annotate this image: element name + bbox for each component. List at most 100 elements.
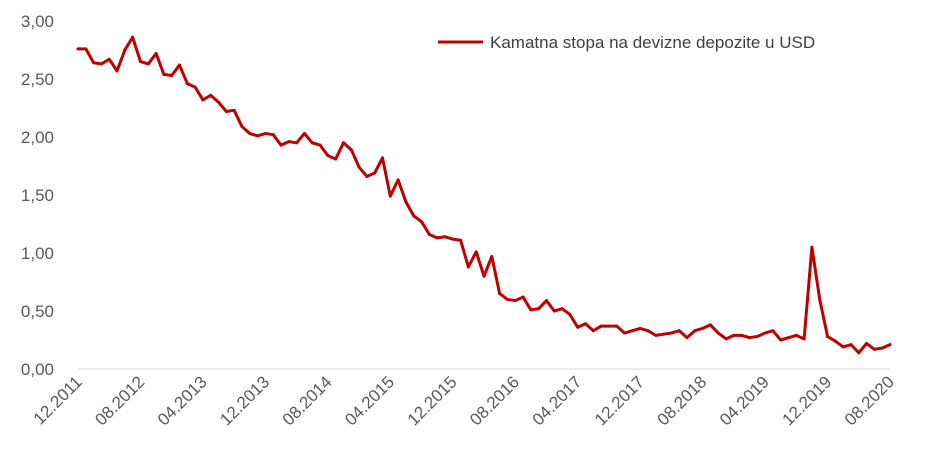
data-point — [505, 297, 509, 301]
x-tick-label: 08.2014 — [279, 372, 336, 429]
data-point — [490, 254, 494, 258]
data-point — [763, 331, 767, 335]
data-point — [326, 154, 330, 158]
data-point — [865, 341, 869, 345]
data-point — [513, 299, 517, 303]
data-point — [841, 345, 845, 349]
data-point — [701, 326, 705, 330]
data-point — [654, 333, 658, 337]
x-tick-label: 04.2013 — [154, 372, 211, 429]
data-point — [888, 343, 892, 347]
data-point — [217, 100, 221, 104]
data-point — [388, 194, 392, 198]
data-point — [131, 35, 135, 39]
x-tick-label: 08.2012 — [91, 372, 148, 429]
x-tick-label: 12.2017 — [591, 372, 648, 429]
data-point — [435, 236, 439, 240]
x-tick-label: 12.2011 — [30, 372, 86, 428]
data-point — [537, 307, 541, 311]
data-point — [560, 307, 564, 311]
data-point — [146, 62, 150, 66]
data-point — [498, 292, 502, 296]
y-tick-label: 1,00 — [21, 244, 54, 263]
data-point — [341, 141, 345, 145]
data-point — [84, 47, 88, 51]
data-point — [787, 336, 790, 340]
data-point — [552, 309, 556, 313]
data-point — [576, 325, 580, 329]
x-tick-label: 04.2019 — [716, 372, 773, 429]
data-point — [802, 337, 806, 341]
data-point — [466, 265, 470, 269]
data-point — [248, 132, 252, 136]
data-point — [256, 134, 260, 138]
data-point — [818, 297, 822, 301]
data-point — [279, 143, 283, 147]
data-point — [794, 333, 798, 337]
x-tick-label: 04.2015 — [341, 372, 398, 429]
data-point — [747, 336, 751, 340]
y-axis: 0,00 0,50 1,00 1,50 2,00 2,50 3,00 — [21, 12, 54, 379]
data-point — [201, 98, 205, 102]
legend: Kamatna stopa na devizne depozite u USD — [438, 33, 815, 52]
data-point — [568, 312, 572, 316]
data-point — [599, 324, 603, 328]
data-point — [544, 299, 548, 303]
data-point — [880, 346, 884, 350]
x-tick-label: 08.2020 — [841, 372, 898, 429]
data-point — [482, 274, 486, 278]
data-point — [310, 141, 314, 145]
data-point — [287, 140, 291, 144]
data-point — [779, 338, 783, 342]
data-point — [240, 125, 244, 129]
data-point — [76, 47, 80, 51]
data-point — [630, 329, 634, 333]
data-point — [209, 93, 213, 97]
data-point — [357, 165, 361, 169]
data-point — [826, 335, 830, 339]
data-point — [693, 329, 697, 333]
data-point — [420, 220, 424, 224]
data-point — [646, 329, 650, 333]
data-point — [584, 322, 587, 326]
data-point — [638, 326, 642, 330]
data-point — [334, 157, 338, 161]
data-point — [318, 143, 322, 147]
data-point — [170, 74, 174, 78]
data-point — [263, 132, 267, 136]
data-point — [154, 51, 158, 55]
data-point — [107, 57, 111, 61]
y-tick-label: 1,50 — [21, 186, 54, 205]
series-group — [76, 35, 892, 355]
data-point — [224, 109, 228, 113]
data-point — [607, 324, 611, 328]
data-point — [295, 141, 299, 145]
data-point — [271, 133, 275, 137]
data-point — [872, 347, 876, 351]
data-point — [115, 69, 119, 73]
y-tick-label: 3,00 — [21, 12, 54, 31]
data-point — [412, 214, 416, 218]
data-point — [849, 343, 853, 347]
data-point — [349, 148, 353, 152]
y-tick-label: 0,00 — [21, 360, 54, 379]
data-point — [178, 63, 181, 67]
data-point — [92, 61, 96, 65]
data-point — [123, 48, 127, 52]
y-tick-label: 0,50 — [21, 302, 54, 321]
data-point — [591, 329, 595, 333]
data-point — [740, 333, 744, 337]
data-point — [521, 295, 525, 299]
data-point — [185, 82, 189, 86]
data-point — [193, 85, 197, 89]
x-tick-label: 12.2015 — [404, 372, 461, 429]
data-point — [623, 331, 627, 335]
data-point — [755, 335, 759, 339]
data-point — [99, 62, 103, 66]
data-point — [724, 337, 728, 341]
y-tick-label: 2,00 — [21, 128, 54, 147]
x-axis: 12.2011 08.2012 04.2013 12.2013 08.2014 04.20… — [30, 372, 898, 429]
data-point — [138, 60, 142, 64]
